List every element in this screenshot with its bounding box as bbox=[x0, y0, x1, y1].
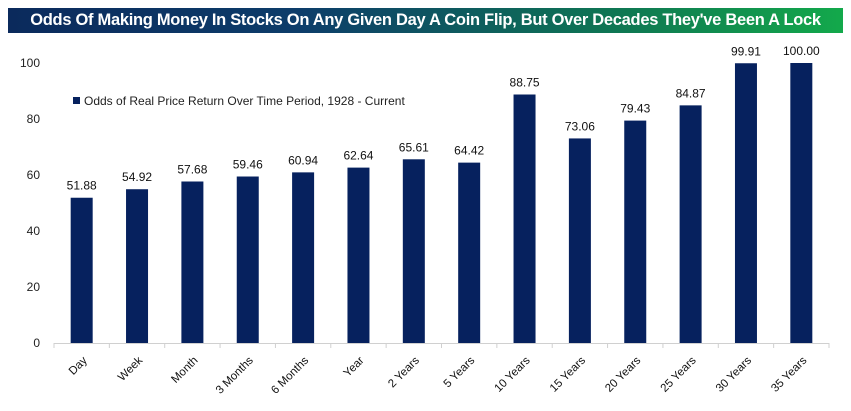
bar bbox=[458, 162, 481, 343]
data-label: 100.00 bbox=[783, 44, 820, 58]
data-label: 51.88 bbox=[67, 179, 97, 193]
data-label: 84.87 bbox=[676, 86, 706, 100]
x-tick-label: 2 Years bbox=[386, 354, 422, 390]
x-tick-label: Year bbox=[342, 355, 367, 380]
x-tick-label: 20 Years bbox=[603, 354, 643, 394]
y-tick-label: 60 bbox=[27, 168, 41, 182]
bar bbox=[402, 159, 425, 343]
data-label: 65.61 bbox=[399, 140, 429, 154]
bar bbox=[734, 63, 757, 343]
data-label: 54.92 bbox=[122, 170, 152, 184]
title-banner: Odds Of Making Money In Stocks On Any Gi… bbox=[8, 8, 843, 33]
bar bbox=[624, 120, 647, 343]
x-tick-label: 5 Years bbox=[442, 354, 478, 390]
x-tick-label: 3 Months bbox=[214, 354, 256, 396]
data-label: 57.68 bbox=[177, 162, 207, 176]
bar bbox=[347, 167, 370, 343]
data-label: 59.46 bbox=[233, 158, 263, 172]
data-label: 79.43 bbox=[620, 102, 650, 116]
chart-title: Odds Of Making Money In Stocks On Any Gi… bbox=[30, 11, 821, 29]
bar bbox=[236, 176, 259, 343]
bar bbox=[790, 63, 813, 343]
bar bbox=[568, 138, 591, 343]
bar bbox=[126, 189, 149, 343]
y-tick-label: 100 bbox=[20, 56, 40, 70]
data-label: 88.75 bbox=[510, 76, 540, 90]
x-tick-label: 35 Years bbox=[769, 354, 809, 394]
x-tick-label: 10 Years bbox=[493, 354, 533, 394]
x-tick-label: 15 Years bbox=[548, 354, 588, 394]
data-label: 99.91 bbox=[731, 44, 761, 58]
y-tick-label: 20 bbox=[27, 280, 41, 294]
data-label: 64.42 bbox=[454, 144, 484, 158]
bar bbox=[181, 181, 204, 343]
data-label: 73.06 bbox=[565, 119, 595, 133]
x-tick-label: Day bbox=[67, 354, 90, 377]
x-tick-label: Month bbox=[169, 355, 200, 386]
data-label: 60.94 bbox=[288, 153, 318, 167]
data-label: 62.64 bbox=[343, 149, 373, 163]
y-tick-label: 0 bbox=[33, 336, 40, 350]
x-tick-label: 6 Months bbox=[269, 354, 311, 396]
bar bbox=[679, 105, 702, 343]
x-tick-label: 30 Years bbox=[714, 354, 754, 394]
legend-label: Odds of Real Price Return Over Time Peri… bbox=[84, 94, 405, 108]
bar bbox=[513, 94, 536, 343]
y-tick-label: 80 bbox=[27, 112, 41, 126]
legend-swatch bbox=[73, 97, 80, 104]
x-tick-label: Week bbox=[116, 354, 145, 383]
x-tick-label: 25 Years bbox=[659, 354, 699, 394]
bar bbox=[292, 172, 315, 343]
bar bbox=[70, 197, 93, 343]
y-tick-label: 40 bbox=[27, 224, 41, 238]
